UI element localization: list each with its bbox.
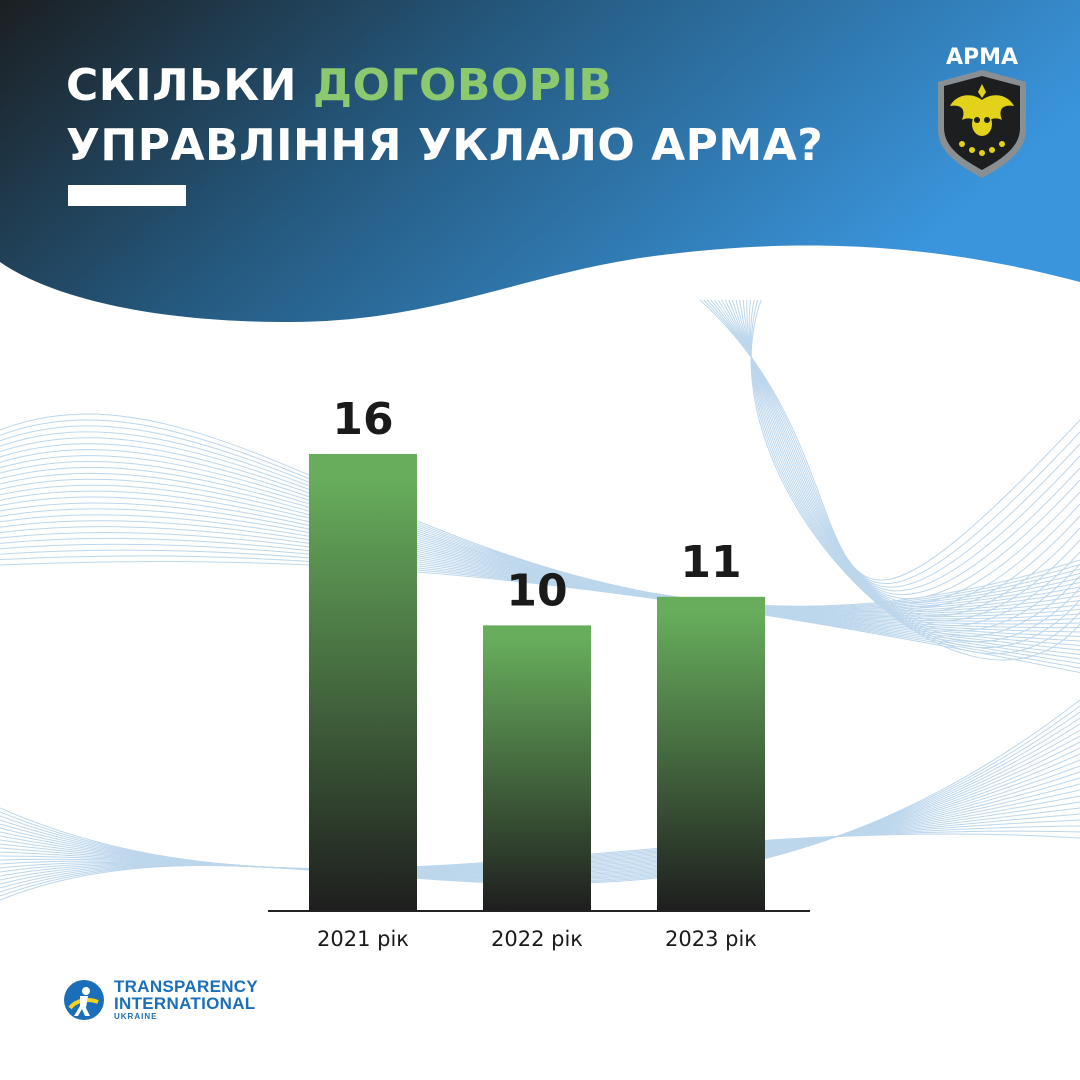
wave-line xyxy=(724,299,1080,608)
wave-line xyxy=(0,561,1080,673)
wave-line xyxy=(746,299,1080,637)
ti-logo-line2: INTERNATIONAL xyxy=(114,994,256,1013)
bar-2021 xyxy=(309,454,417,911)
category-label-2022: 2022 рік xyxy=(491,927,583,951)
header-wave-shape xyxy=(0,0,1080,322)
wave-line xyxy=(0,466,1080,615)
wave-line xyxy=(742,299,1080,632)
wave-line xyxy=(710,299,1080,592)
transparency-international-logo: TRANSPARENCY INTERNATIONAL UKRAINE xyxy=(62,978,258,1022)
title-part1: СКІЛЬКИ xyxy=(66,60,313,111)
owl-shield-icon xyxy=(938,70,1026,178)
wave-line xyxy=(0,532,1080,651)
title-underline xyxy=(68,185,186,206)
ti-logo-line3: UKRAINE xyxy=(114,1012,158,1021)
wave-line xyxy=(0,526,1080,646)
wave-line xyxy=(0,555,1080,669)
wave-line xyxy=(0,496,1080,625)
value-label-2022: 10 xyxy=(506,565,567,616)
bar-2023 xyxy=(657,596,765,911)
wave-line xyxy=(750,299,1080,654)
wave-line xyxy=(731,299,1080,617)
wave-line xyxy=(0,502,1080,629)
category-label-2021: 2021 рік xyxy=(317,927,409,951)
wave-line xyxy=(699,299,1080,581)
value-label-2021: 16 xyxy=(332,394,393,445)
category-label-2023: 2023 рік xyxy=(665,927,757,951)
wave-line xyxy=(0,543,1080,660)
wave-line xyxy=(0,413,1080,607)
wave-line xyxy=(0,443,1080,611)
wave-line xyxy=(0,514,1080,637)
wave-line xyxy=(0,472,1080,616)
wave-line xyxy=(0,549,1080,664)
ti-globe-icon xyxy=(64,980,104,1020)
wave-line xyxy=(750,299,1080,661)
value-label-2023: 11 xyxy=(680,537,741,588)
wave-line xyxy=(0,460,1080,614)
wave-line xyxy=(0,425,1080,608)
arma-logo-text: АРМА xyxy=(946,45,1018,70)
arma-logo: АРМА xyxy=(938,45,1026,178)
page-title: СКІЛЬКИ ДОГОВОРІВ УПРАВЛІННЯ УКЛАЛО АРМА… xyxy=(66,56,823,176)
wave-line xyxy=(714,299,1080,596)
wave-line xyxy=(0,455,1080,613)
wave-line xyxy=(749,299,1080,649)
wave-line xyxy=(0,508,1080,633)
bar-2022 xyxy=(483,625,591,911)
wave-line xyxy=(728,299,1080,612)
wave-line xyxy=(0,437,1080,610)
decorative-wave-lines xyxy=(0,299,1080,901)
wave-line xyxy=(0,431,1080,609)
wave-line xyxy=(0,537,1080,655)
wave-line xyxy=(0,478,1080,618)
title-accent: ДОГОВОРІВ xyxy=(312,60,613,111)
wave-line xyxy=(0,490,1080,622)
wave-line xyxy=(0,520,1080,642)
wave-line xyxy=(0,419,1080,608)
ti-logo-line1: TRANSPARENCY xyxy=(114,977,259,996)
wave-line xyxy=(739,299,1080,627)
title-line2: УПРАВЛІННЯ УКЛАЛО АРМА? xyxy=(66,120,824,171)
wave-line xyxy=(748,299,1080,643)
wave-line xyxy=(0,449,1080,611)
wave-line xyxy=(735,299,1080,622)
wave-line xyxy=(0,484,1080,620)
